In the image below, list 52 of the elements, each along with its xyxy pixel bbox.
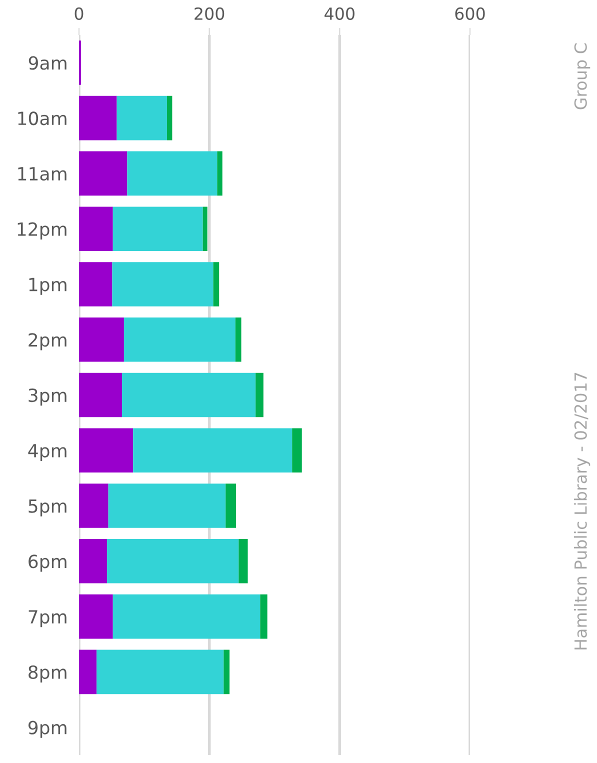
bar <box>238 539 248 584</box>
bar <box>79 317 124 362</box>
bar <box>224 650 230 694</box>
y-tick-label: 3pm <box>28 388 66 406</box>
bar <box>79 96 117 140</box>
bar <box>122 372 256 418</box>
x-tick-label: 0 <box>74 7 84 20</box>
bar <box>217 151 222 196</box>
y-tick-label: 6pm <box>28 554 66 572</box>
bar <box>112 594 260 639</box>
y-tick-label: 7pm <box>28 610 66 628</box>
bar <box>79 151 128 196</box>
bar <box>213 262 220 306</box>
x-tick-label: 600 <box>455 7 485 20</box>
text: Hamilton Public Library - 02/2017 <box>574 372 590 650</box>
bar <box>79 428 134 473</box>
bar <box>79 206 113 251</box>
bar <box>260 594 268 639</box>
bar <box>292 428 302 473</box>
y-tick-label: 8pm <box>28 665 66 683</box>
bar <box>79 539 108 584</box>
bar <box>79 594 113 639</box>
bar <box>127 151 218 196</box>
y-tick-label: 1pm <box>29 278 66 295</box>
x-tick-label: 400 <box>324 7 354 20</box>
x-tick-label: 200 <box>194 7 224 20</box>
y-tick-label: 4pm <box>28 444 66 461</box>
bar <box>96 650 224 694</box>
bar <box>79 372 122 418</box>
text: Group C <box>574 43 590 110</box>
bar <box>107 539 239 584</box>
bar <box>112 206 203 251</box>
bar <box>202 206 208 251</box>
bar <box>226 484 236 528</box>
bar <box>112 262 214 306</box>
y-tick-label: 2pm <box>28 333 66 350</box>
bar <box>79 484 108 528</box>
y-tick-label: 9pm <box>28 720 66 738</box>
bar <box>108 484 226 528</box>
bar <box>116 96 167 140</box>
y-tick-label: 12pm <box>18 222 66 240</box>
bar <box>133 428 292 473</box>
y-tick-label: 11am <box>18 167 66 181</box>
y-tick-label: 10am <box>18 112 66 126</box>
bar <box>79 262 112 306</box>
bar <box>166 96 172 140</box>
y-tick-label: 9am <box>28 56 66 70</box>
bar <box>235 317 242 362</box>
bar <box>256 372 264 418</box>
y-tick-label: 5pm <box>28 499 66 516</box>
bar <box>124 317 236 362</box>
bar <box>79 650 97 694</box>
